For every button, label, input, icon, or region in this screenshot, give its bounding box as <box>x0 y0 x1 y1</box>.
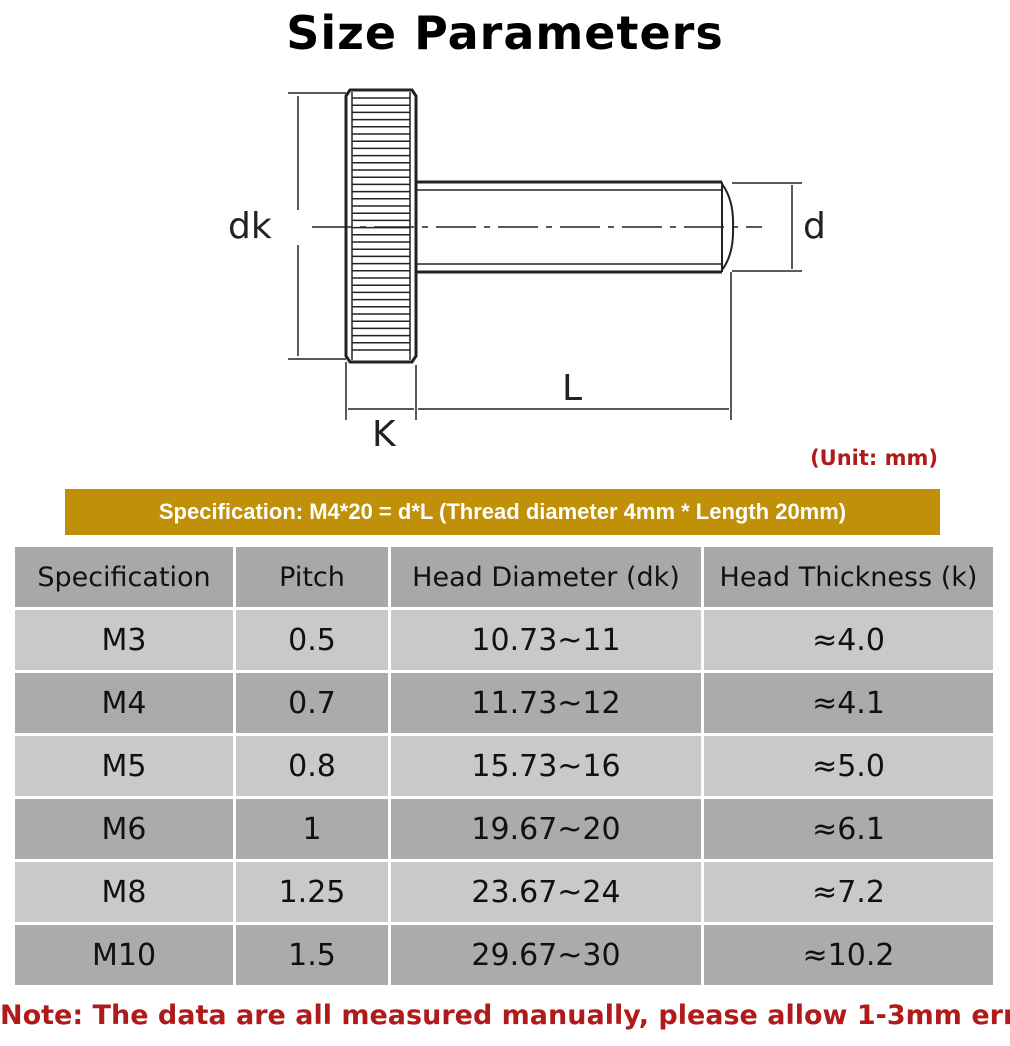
size-table: Specification Pitch Head Diameter (dk) H… <box>12 544 996 988</box>
cell-pitch: 1.5 <box>236 925 388 985</box>
measurement-note: Note: The data are all measured manually… <box>0 1000 1010 1031</box>
k-label: K <box>372 414 396 455</box>
cell-spec: M8 <box>15 862 233 922</box>
header-head-thickness: Head Thickness (k) <box>704 547 993 607</box>
table-row: M4 0.7 11.73~12 ≈4.1 <box>15 673 993 733</box>
cell-k: ≈7.2 <box>704 862 993 922</box>
d-label: d <box>803 206 826 247</box>
cell-dk: 11.73~12 <box>391 673 701 733</box>
cell-dk: 15.73~16 <box>391 736 701 796</box>
unit-label: (Unit: mm) <box>810 446 938 470</box>
cell-spec: M3 <box>15 610 233 670</box>
cell-k: ≈4.1 <box>704 673 993 733</box>
specification-banner: Specification: M4*20 = d*L (Thread diame… <box>65 489 940 535</box>
cell-spec: M5 <box>15 736 233 796</box>
header-specification: Specification <box>15 547 233 607</box>
table-row: M6 1 19.67~20 ≈6.1 <box>15 799 993 859</box>
dk-label: dk <box>228 206 272 247</box>
cell-dk: 19.67~20 <box>391 799 701 859</box>
cell-spec: M4 <box>15 673 233 733</box>
k-l-dimension <box>345 272 732 420</box>
cell-dk: 23.67~24 <box>391 862 701 922</box>
dk-dimension <box>288 92 346 360</box>
cell-dk: 10.73~11 <box>391 610 701 670</box>
cell-spec: M10 <box>15 925 233 985</box>
cell-pitch: 1 <box>236 799 388 859</box>
thumb-screw-diagram <box>288 88 802 420</box>
cell-k: ≈5.0 <box>704 736 993 796</box>
l-label: L <box>562 368 583 409</box>
table-header-row: Specification Pitch Head Diameter (dk) H… <box>15 547 993 607</box>
knurled-head <box>344 88 418 364</box>
cell-pitch: 0.8 <box>236 736 388 796</box>
table-row: M8 1.25 23.67~24 ≈7.2 <box>15 862 993 922</box>
table-row: M3 0.5 10.73~11 ≈4.0 <box>15 610 993 670</box>
page-title: Size Parameters <box>286 6 724 60</box>
threaded-shank <box>416 180 735 274</box>
cell-pitch: 0.7 <box>236 673 388 733</box>
cell-k: ≈10.2 <box>704 925 993 985</box>
cell-k: ≈6.1 <box>704 799 993 859</box>
header-head-diameter: Head Diameter (dk) <box>391 547 701 607</box>
table-row: M10 1.5 29.67~30 ≈10.2 <box>15 925 993 985</box>
cell-dk: 29.67~30 <box>391 925 701 985</box>
table-row: M5 0.8 15.73~16 ≈5.0 <box>15 736 993 796</box>
header-pitch: Pitch <box>236 547 388 607</box>
cell-pitch: 1.25 <box>236 862 388 922</box>
d-dimension <box>732 182 802 272</box>
cell-pitch: 0.5 <box>236 610 388 670</box>
cell-k: ≈4.0 <box>704 610 993 670</box>
cell-spec: M6 <box>15 799 233 859</box>
